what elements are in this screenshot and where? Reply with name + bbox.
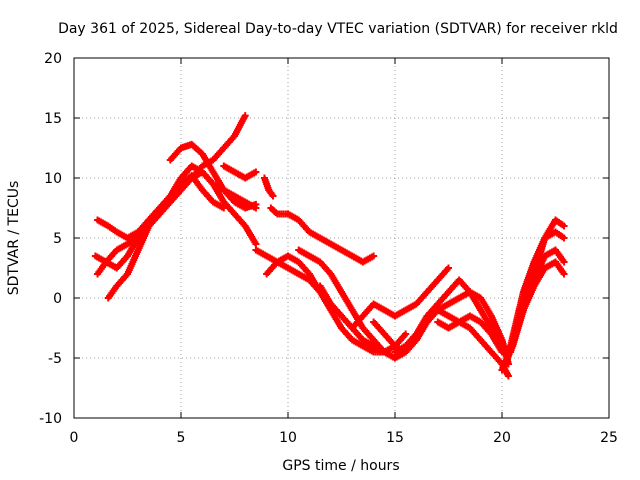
x-tick-label: 15	[386, 430, 404, 446]
y-tick-label: 20	[44, 51, 62, 67]
y-tick-label: 0	[53, 291, 62, 307]
series-track-7	[260, 174, 277, 200]
data-point-marker	[269, 192, 277, 200]
series-track-11	[295, 246, 420, 362]
x-tick-label: 20	[493, 430, 511, 446]
series-track-8	[267, 204, 378, 266]
data-point-marker	[241, 112, 249, 120]
x-tick-label: 5	[177, 430, 186, 446]
data-point-marker	[560, 222, 568, 230]
x-tick-label: 10	[279, 430, 297, 446]
y-tick-label: 5	[53, 231, 62, 247]
data-points	[91, 112, 568, 380]
series-track-5	[166, 140, 260, 212]
y-tick-label: -5	[48, 351, 62, 367]
series-track-16	[434, 312, 506, 356]
data-point-marker	[252, 168, 260, 176]
series-track-12	[316, 264, 452, 332]
y-tick-label: -10	[39, 411, 62, 427]
x-tick-label: 25	[600, 430, 618, 446]
gridlines	[74, 58, 609, 418]
y-tick-label: 10	[44, 171, 62, 187]
data-point-marker	[252, 200, 260, 208]
series-track-3	[94, 162, 260, 278]
data-point-marker	[560, 258, 568, 266]
y-axis-label: SDTVAR / TECUs	[6, 181, 22, 296]
y-tick-label: 15	[44, 111, 62, 127]
data-point-marker	[560, 270, 568, 278]
chart-title: Day 361 of 2025, Sidereal Day-to-day VTE…	[58, 21, 618, 37]
axis-ticks	[73, 57, 610, 419]
data-point-marker	[445, 264, 452, 272]
data-point-marker	[252, 240, 260, 248]
x-axis-label: GPS time / hours	[282, 458, 399, 474]
data-point-marker	[560, 234, 568, 242]
data-point-marker	[402, 330, 410, 338]
series-track-4	[104, 168, 260, 302]
data-point-marker	[370, 252, 378, 260]
series-track-6	[220, 162, 260, 182]
data-point-marker	[504, 372, 512, 380]
data-point-marker	[498, 348, 506, 356]
series-track-20	[511, 258, 568, 338]
x-tick-label: 0	[70, 430, 79, 446]
